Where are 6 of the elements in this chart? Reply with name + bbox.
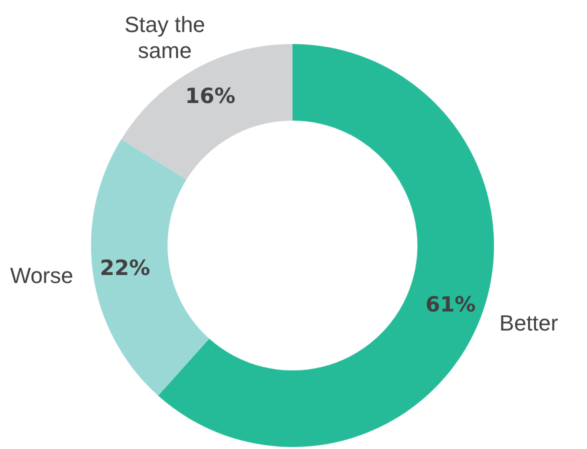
- data-label: 61%: [425, 292, 476, 316]
- slice-label: Better: [499, 310, 558, 336]
- data-label: 16%: [185, 84, 236, 108]
- slice-label: Stay the same: [124, 12, 206, 64]
- data-label: 22%: [100, 256, 150, 280]
- slice-label: Worse: [10, 263, 74, 288]
